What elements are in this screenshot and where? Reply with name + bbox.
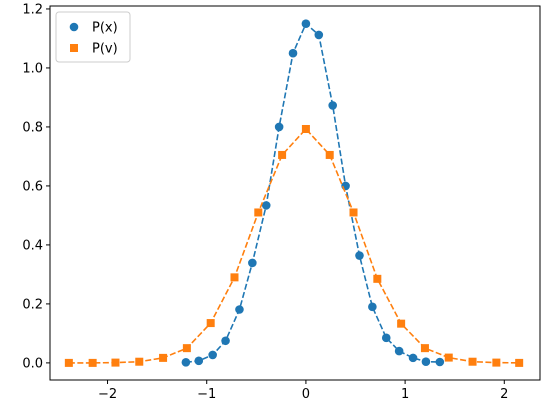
y-tick-label: 1.2 — [22, 2, 43, 17]
y-axis: 0.0 0.2 0.4 0.6 0.8 1.0 1.2 — [22, 2, 50, 371]
series-line — [185, 22, 440, 364]
series-line — [68, 127, 520, 364]
legend: P(x) P(v) — [55, 11, 131, 63]
x-tick-label: 2 — [500, 387, 508, 402]
data-point — [288, 48, 298, 58]
data-point — [235, 305, 244, 314]
data-point — [135, 357, 144, 366]
data-point — [230, 273, 239, 282]
data-point — [208, 350, 217, 360]
data-point — [421, 357, 431, 367]
data-point — [301, 19, 311, 28]
y-tick-label: 0.0 — [22, 356, 43, 371]
x-tick-label: 1 — [401, 387, 409, 402]
data-point — [397, 319, 406, 328]
data-point — [274, 122, 284, 132]
data-point — [181, 358, 191, 367]
data-point — [373, 274, 382, 283]
data-point — [492, 358, 501, 367]
y-tick-label: 0.2 — [22, 297, 43, 312]
series-pv — [64, 124, 524, 367]
data-point — [111, 358, 120, 367]
data-point — [349, 208, 358, 217]
data-point — [328, 101, 337, 110]
x-tick-label: −1 — [197, 387, 216, 402]
legend-label: P(x) — [92, 21, 118, 36]
data-point — [394, 346, 404, 356]
data-point — [64, 358, 73, 367]
data-point — [278, 150, 287, 159]
series-px — [181, 19, 445, 367]
data-point — [221, 336, 230, 346]
x-axis: −2 −1 0 1 2 — [98, 380, 508, 402]
data-point — [408, 353, 418, 363]
data-point — [314, 30, 324, 40]
data-point — [420, 344, 429, 353]
y-tick-label: 1.0 — [22, 61, 43, 76]
legend-marker — [69, 22, 79, 32]
data-point — [515, 358, 524, 367]
data-point — [159, 353, 168, 362]
legend-label: P(v) — [92, 42, 118, 57]
data-point — [194, 356, 204, 366]
data-point — [381, 333, 391, 343]
y-tick-label: 0.4 — [22, 238, 43, 253]
plot-area — [64, 19, 524, 367]
x-tick-label: 0 — [302, 387, 310, 402]
data-point — [368, 302, 377, 312]
data-point — [248, 258, 257, 268]
data-point — [341, 181, 350, 191]
data-point — [254, 208, 263, 217]
data-point — [468, 357, 477, 366]
data-point — [88, 358, 97, 367]
data-point — [206, 319, 215, 328]
data-point — [355, 251, 364, 260]
y-tick-label: 0.6 — [22, 179, 43, 194]
data-point — [325, 150, 334, 159]
data-point — [435, 357, 445, 367]
axes-frame — [49, 5, 541, 381]
legend-marker — [70, 44, 78, 52]
data-point — [444, 353, 453, 362]
data-point — [182, 344, 191, 353]
y-tick-label: 0.8 — [22, 120, 43, 135]
data-point — [301, 124, 310, 133]
x-tick-label: −2 — [98, 387, 117, 402]
data-point — [261, 201, 271, 210]
